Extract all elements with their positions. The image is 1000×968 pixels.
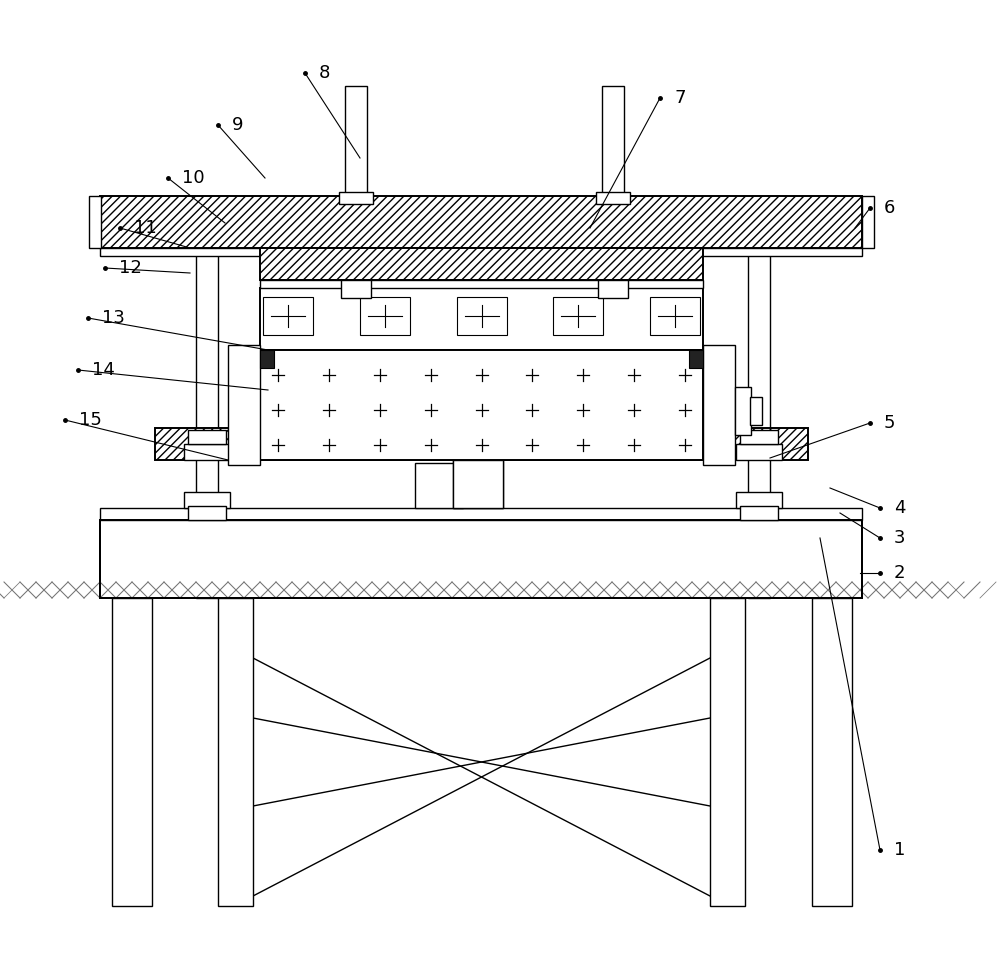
Bar bbox=[415, 463, 463, 508]
Bar bbox=[735, 387, 751, 435]
Bar bbox=[650, 297, 700, 335]
Text: 14: 14 bbox=[92, 361, 115, 379]
Bar bbox=[862, 196, 874, 248]
Bar bbox=[263, 297, 313, 335]
Bar bbox=[218, 598, 253, 906]
Bar bbox=[812, 598, 852, 906]
Bar bbox=[553, 297, 603, 335]
Bar bbox=[736, 492, 782, 508]
Bar bbox=[740, 506, 778, 520]
Bar bbox=[260, 280, 703, 288]
Bar bbox=[740, 430, 778, 444]
Bar bbox=[453, 460, 503, 508]
Text: 15: 15 bbox=[79, 411, 102, 429]
Bar bbox=[112, 598, 152, 906]
Bar bbox=[456, 297, 507, 335]
Bar bbox=[689, 350, 703, 368]
Text: 1: 1 bbox=[894, 841, 905, 859]
Text: 3: 3 bbox=[894, 529, 906, 547]
Bar bbox=[748, 238, 770, 598]
Bar bbox=[602, 86, 624, 196]
Bar bbox=[100, 196, 862, 248]
Bar bbox=[100, 520, 862, 598]
Bar bbox=[736, 444, 782, 460]
Bar bbox=[345, 86, 367, 196]
Bar bbox=[453, 460, 503, 508]
Text: 5: 5 bbox=[884, 414, 896, 432]
Bar bbox=[184, 492, 230, 508]
Bar bbox=[750, 397, 762, 425]
Bar bbox=[184, 444, 230, 460]
Bar bbox=[341, 280, 371, 298]
Text: 13: 13 bbox=[102, 309, 125, 327]
Bar bbox=[598, 280, 628, 298]
Bar bbox=[260, 350, 703, 460]
Bar bbox=[703, 345, 735, 465]
Text: 2: 2 bbox=[894, 564, 906, 582]
Bar bbox=[188, 430, 226, 444]
Bar bbox=[100, 248, 862, 256]
Bar bbox=[228, 345, 260, 465]
Bar bbox=[100, 520, 862, 598]
Bar bbox=[196, 238, 218, 598]
Text: 10: 10 bbox=[182, 169, 205, 187]
Bar bbox=[155, 428, 808, 460]
Text: 9: 9 bbox=[232, 116, 244, 134]
Text: 11: 11 bbox=[134, 219, 157, 237]
Text: 8: 8 bbox=[319, 64, 330, 82]
Bar bbox=[188, 506, 226, 520]
Text: 4: 4 bbox=[894, 499, 906, 517]
Text: 6: 6 bbox=[884, 199, 895, 217]
Bar bbox=[710, 598, 745, 906]
Bar bbox=[260, 288, 703, 350]
Text: 12: 12 bbox=[119, 259, 142, 277]
Bar bbox=[596, 192, 630, 204]
Bar bbox=[100, 508, 862, 520]
Bar bbox=[260, 248, 703, 280]
Bar bbox=[89, 196, 101, 248]
Text: 7: 7 bbox=[674, 89, 686, 107]
Bar bbox=[360, 297, 410, 335]
Bar bbox=[339, 192, 373, 204]
Bar bbox=[260, 350, 274, 368]
